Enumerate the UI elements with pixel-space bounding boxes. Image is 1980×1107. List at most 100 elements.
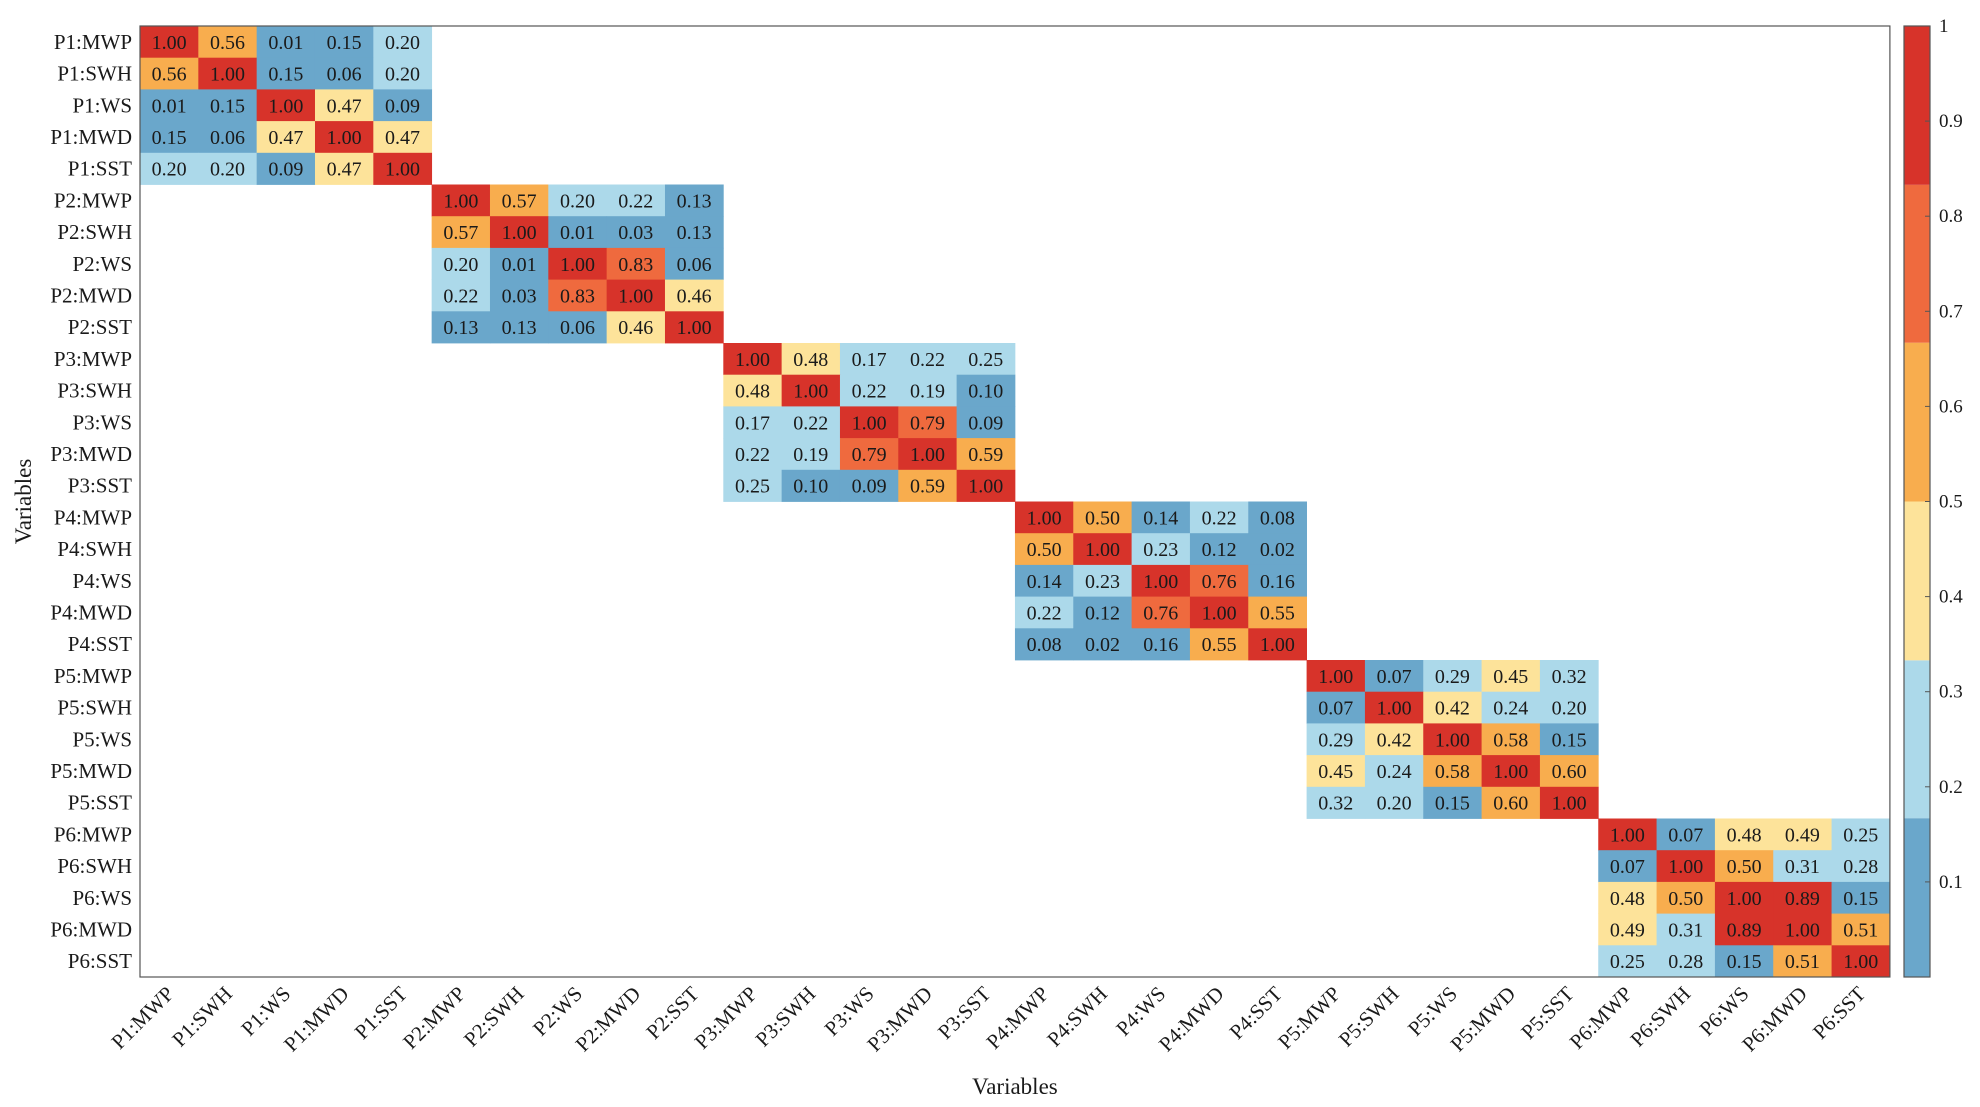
y-tick-label: P5:SWH bbox=[57, 696, 132, 720]
heatmap-cell bbox=[1831, 945, 1891, 978]
cell-value-label: 0.20 bbox=[560, 190, 595, 212]
cell-value-label: 0.32 bbox=[1552, 666, 1587, 688]
cell-value-label: 0.15 bbox=[1727, 951, 1762, 973]
cell-value-label: 0.19 bbox=[910, 381, 945, 403]
y-tick-label: P2:WS bbox=[72, 252, 132, 276]
cell-value-label: 0.46 bbox=[677, 285, 712, 307]
cell-value-label: 0.16 bbox=[1143, 634, 1178, 656]
cell-value-label: 0.09 bbox=[385, 95, 420, 117]
heatmap-cell bbox=[898, 406, 958, 439]
heatmap-cell bbox=[839, 343, 899, 376]
heatmap-cell bbox=[256, 57, 316, 90]
cell-value-label: 1.00 bbox=[1085, 539, 1120, 561]
cell-value-label: 0.14 bbox=[1027, 571, 1062, 593]
heatmap-cell bbox=[664, 184, 724, 217]
cell-value-label: 0.57 bbox=[443, 222, 478, 244]
cell-value-label: 0.48 bbox=[735, 381, 770, 403]
heatmap-cell bbox=[781, 406, 841, 439]
colorbar-band bbox=[1904, 26, 1930, 185]
heatmap-cell bbox=[256, 121, 316, 154]
heatmap-cell bbox=[1248, 533, 1307, 566]
heatmap-cell bbox=[723, 469, 783, 502]
heatmap-cell bbox=[898, 469, 958, 502]
heatmap-cell bbox=[1656, 913, 1716, 946]
heatmap-cell bbox=[314, 152, 374, 185]
cell-value-label: 0.42 bbox=[1377, 729, 1412, 751]
heatmap-cell bbox=[198, 57, 258, 90]
heatmap-cell bbox=[1598, 945, 1657, 978]
heatmap-cell bbox=[1131, 628, 1191, 661]
heatmap-cell bbox=[548, 247, 608, 280]
heatmap-cell bbox=[1773, 850, 1832, 883]
heatmap-cell bbox=[198, 26, 258, 59]
heatmap-cell bbox=[606, 184, 666, 217]
heatmap-cell bbox=[1831, 850, 1891, 883]
heatmap-cell bbox=[314, 121, 374, 154]
heatmap-cell bbox=[198, 89, 258, 122]
cell-value-label: 0.10 bbox=[968, 381, 1003, 403]
cell-value-label: 0.15 bbox=[1435, 793, 1470, 815]
cell-value-label: 0.32 bbox=[1318, 793, 1353, 815]
heatmap-cell bbox=[1248, 564, 1307, 597]
heatmap-cell bbox=[1364, 723, 1424, 756]
heatmap-cell bbox=[1656, 818, 1716, 851]
cell-value-label: 0.25 bbox=[1843, 824, 1878, 846]
cell-value-label: 0.02 bbox=[1085, 634, 1120, 656]
heatmap-cell bbox=[1306, 691, 1366, 724]
y-tick-label: P5:WS bbox=[72, 727, 132, 751]
y-tick-label: P1:MWD bbox=[50, 125, 132, 149]
cell-value-label: 0.10 bbox=[793, 476, 828, 498]
cell-value-label: 0.59 bbox=[968, 444, 1003, 466]
heatmap-cell bbox=[1073, 596, 1133, 629]
heatmap-cell bbox=[606, 311, 666, 344]
heatmap-cell bbox=[373, 57, 433, 90]
heatmap-cell bbox=[664, 216, 724, 249]
heatmap-cell bbox=[839, 438, 899, 471]
cell-value-label: 0.23 bbox=[1085, 571, 1120, 593]
cell-value-label: 1.00 bbox=[1260, 634, 1295, 656]
cell-value-label: 0.12 bbox=[1202, 539, 1237, 561]
cell-value-label: 0.50 bbox=[1085, 507, 1120, 529]
colorbar-tick-label: 0.9 bbox=[1939, 111, 1963, 132]
cell-value-label: 0.57 bbox=[502, 190, 537, 212]
cell-value-label: 0.07 bbox=[1318, 698, 1353, 720]
heatmap-cell bbox=[1481, 755, 1541, 788]
heatmap-cell bbox=[140, 89, 199, 122]
cell-value-label: 0.06 bbox=[560, 317, 595, 339]
cell-value-label: 0.24 bbox=[1493, 698, 1528, 720]
heatmap-cell bbox=[1073, 501, 1133, 534]
heatmap-cell bbox=[781, 438, 841, 471]
heatmap-cell bbox=[1306, 660, 1366, 693]
cell-value-label: 1.00 bbox=[735, 349, 770, 371]
cell-value-label: 0.22 bbox=[852, 381, 887, 403]
cell-value-label: 0.42 bbox=[1435, 698, 1470, 720]
heatmap-cell bbox=[1189, 533, 1249, 566]
cell-value-label: 0.58 bbox=[1435, 761, 1470, 783]
cell-value-label: 1.00 bbox=[327, 127, 362, 149]
heatmap-cell bbox=[1598, 818, 1657, 851]
heatmap-cell bbox=[140, 121, 199, 154]
cell-value-label: 0.76 bbox=[1202, 571, 1237, 593]
cell-value-label: 1.00 bbox=[385, 159, 420, 181]
cell-value-label: 1.00 bbox=[1143, 571, 1178, 593]
heatmap-cell bbox=[1131, 501, 1191, 534]
heatmap-cell bbox=[781, 374, 841, 407]
cell-value-label: 1.00 bbox=[152, 32, 187, 54]
heatmap-cell bbox=[1364, 786, 1424, 819]
heatmap-cell bbox=[956, 374, 1016, 407]
y-tick-label: P3:MWP bbox=[54, 347, 132, 371]
heatmap-cell bbox=[839, 406, 899, 439]
heatmap-cell bbox=[1189, 501, 1249, 534]
cell-value-label: 0.29 bbox=[1435, 666, 1470, 688]
cell-value-label: 0.09 bbox=[968, 412, 1003, 434]
y-tick-label: P1:MWP bbox=[54, 30, 132, 54]
cell-value-label: 1.00 bbox=[793, 381, 828, 403]
heatmap-cell bbox=[898, 343, 958, 376]
cell-value-label: 0.51 bbox=[1843, 919, 1878, 941]
cell-value-label: 1.00 bbox=[1435, 729, 1470, 751]
cell-value-label: 0.47 bbox=[268, 127, 303, 149]
cell-value-label: 0.22 bbox=[793, 412, 828, 434]
heatmap-cells: 1.00 0.56 0.01 0.15 0.20 0.56 1.00 0.15 0.06 0.20… bbox=[140, 26, 1891, 978]
cell-value-label: 0.17 bbox=[735, 412, 770, 434]
heatmap-cell bbox=[723, 343, 783, 376]
